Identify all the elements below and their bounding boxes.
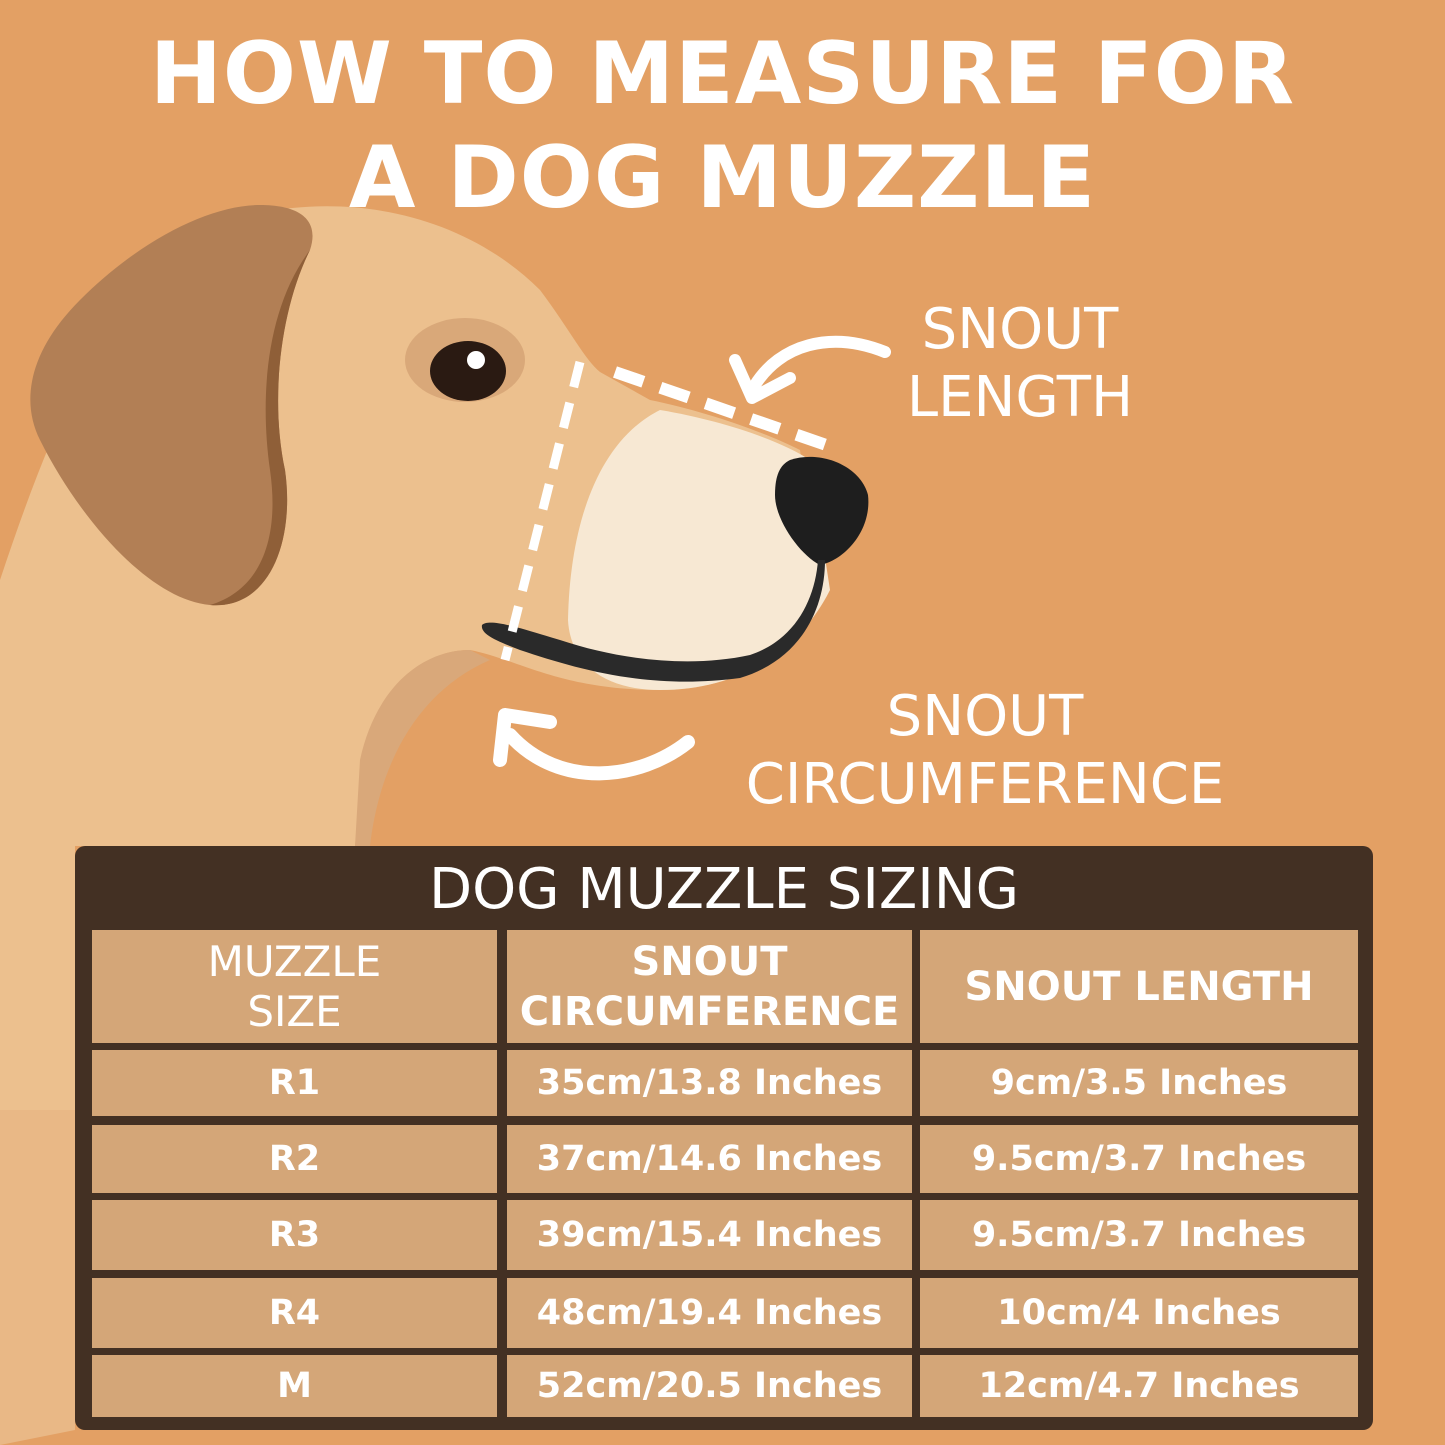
page-title-line2: A DOG MUZZLE bbox=[348, 128, 1097, 228]
curved-arrow-icon bbox=[729, 335, 891, 404]
dog-ear bbox=[30, 205, 313, 606]
header-text: SNOUT LENGTH bbox=[964, 963, 1314, 1010]
table-cell: R2 bbox=[92, 1125, 497, 1193]
curved-arrow-icon bbox=[493, 708, 695, 781]
table-title: DOG MUZZLE SIZING bbox=[428, 857, 1020, 922]
table-cell: 10cm/4 Inches bbox=[920, 1278, 1358, 1348]
header-cell: SNOUT LENGTH bbox=[920, 930, 1358, 1043]
header-text: MUZZLE bbox=[207, 936, 382, 986]
dog-nose bbox=[775, 456, 869, 565]
sizing-table: DOG MUZZLE SIZING MUZZLE SIZE SNOUT CIRCUMF… bbox=[75, 846, 1373, 1430]
table-cell: 48cm/19.4 Inches bbox=[507, 1278, 912, 1348]
header-text: SIZE bbox=[247, 986, 342, 1036]
table-cell: 9.5cm/3.7 Inches bbox=[920, 1200, 1358, 1270]
table-cell: 12cm/4.7 Inches bbox=[920, 1355, 1358, 1417]
dog-eye bbox=[430, 341, 506, 401]
label-line: SNOUT bbox=[921, 297, 1119, 362]
table-cell: 9.5cm/3.7 Inches bbox=[920, 1125, 1358, 1193]
table-cell: R1 bbox=[92, 1050, 497, 1116]
snout-length-label: SNOUT LENGTH bbox=[880, 296, 1160, 432]
table-cell: R3 bbox=[92, 1200, 497, 1270]
label-line: LENGTH bbox=[906, 365, 1134, 430]
page-title-line1: HOW TO MEASURE FOR bbox=[149, 24, 1296, 124]
table-cell: 39cm/15.4 Inches bbox=[507, 1200, 912, 1270]
table-cell: 9cm/3.5 Inches bbox=[920, 1050, 1358, 1116]
snout-circumference-label: SNOUT CIRCUMFERENCE bbox=[700, 683, 1270, 819]
label-line: SNOUT bbox=[886, 684, 1084, 749]
label-line: CIRCUMFERENCE bbox=[745, 752, 1225, 817]
table-cell: R4 bbox=[92, 1278, 497, 1348]
table-cell: 37cm/14.6 Inches bbox=[507, 1125, 912, 1193]
dog-muzzle bbox=[568, 410, 830, 690]
header-cell: MUZZLE SIZE bbox=[92, 930, 497, 1043]
table-cell: 35cm/13.8 Inches bbox=[507, 1050, 912, 1116]
table-cell: M bbox=[92, 1355, 497, 1417]
header-text: CIRCUMFERENCE bbox=[519, 988, 900, 1035]
header-text: SNOUT bbox=[631, 938, 788, 985]
table-cell: 52cm/20.5 Inches bbox=[507, 1355, 912, 1417]
header-cell: SNOUT CIRCUMFERENCE bbox=[507, 930, 912, 1043]
